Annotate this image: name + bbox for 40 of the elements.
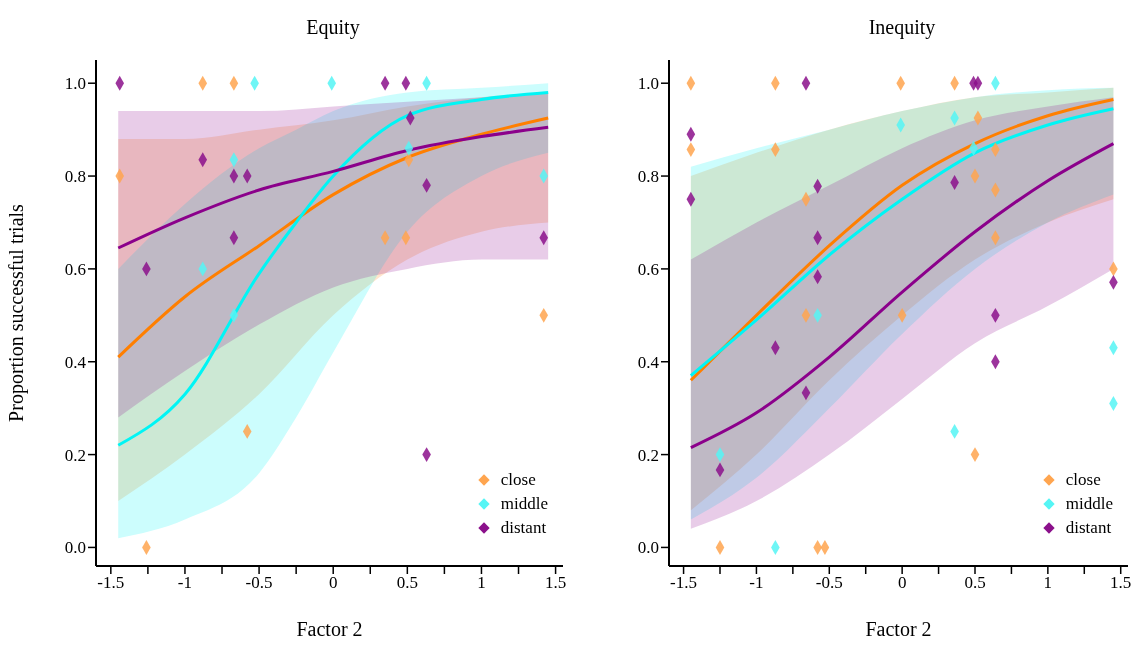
legend-label: middle <box>1065 493 1113 515</box>
x-tick-label: 0.5 <box>964 573 986 593</box>
x-tick-label: -1.5 <box>97 573 125 593</box>
y-tick-label: 0.8 <box>64 167 86 187</box>
y-tick-label: 0.0 <box>64 538 86 558</box>
x-axis-title: Factor 2 <box>296 618 363 640</box>
y-tick-label: 0.0 <box>637 538 659 558</box>
y-tick-label: 1.0 <box>637 74 659 94</box>
line-series <box>116 116 550 359</box>
y-axis-title: Proportion successful trials <box>5 203 29 422</box>
line-series <box>689 142 1115 450</box>
legend-label: close <box>500 469 536 491</box>
y-tick-label: 0.2 <box>637 445 659 465</box>
chart-title: Equity <box>305 16 361 39</box>
x-tick-label: -1 <box>749 573 764 593</box>
legend-label: close <box>1065 469 1101 491</box>
line-series <box>116 125 550 250</box>
x-tick-label: -0.5 <box>245 573 273 593</box>
x-tick-label: -1 <box>177 573 193 593</box>
legend-label: distant <box>1065 517 1112 539</box>
y-tick-label: 0.4 <box>64 352 87 372</box>
x-tick-label: 1 <box>477 573 486 593</box>
x-axis-title: Factor 2 <box>865 618 932 640</box>
y-tick-label: 0.2 <box>64 445 86 465</box>
chart-title: Inequity <box>867 16 937 39</box>
x-tick-label: -1.5 <box>670 573 698 593</box>
x-tick-label: 0 <box>897 573 907 593</box>
x-tick-label: 1.5 <box>1110 573 1132 593</box>
legend-label: distant <box>500 517 547 539</box>
y-tick-label: 1.0 <box>64 74 86 94</box>
x-tick-label: 1 <box>1043 573 1053 593</box>
y-tick-label: 0.6 <box>64 259 86 279</box>
x-tick-label: 0.5 <box>396 573 418 593</box>
x-tick-label: 0 <box>328 573 338 593</box>
x-tick-label: -0.5 <box>815 573 843 593</box>
legend-label: middle <box>500 493 548 515</box>
x-tick-label: 1.5 <box>544 573 567 593</box>
y-tick-label: 0.6 <box>637 259 659 279</box>
y-tick-label: 0.8 <box>637 167 659 187</box>
y-tick-label: 0.4 <box>637 352 660 372</box>
